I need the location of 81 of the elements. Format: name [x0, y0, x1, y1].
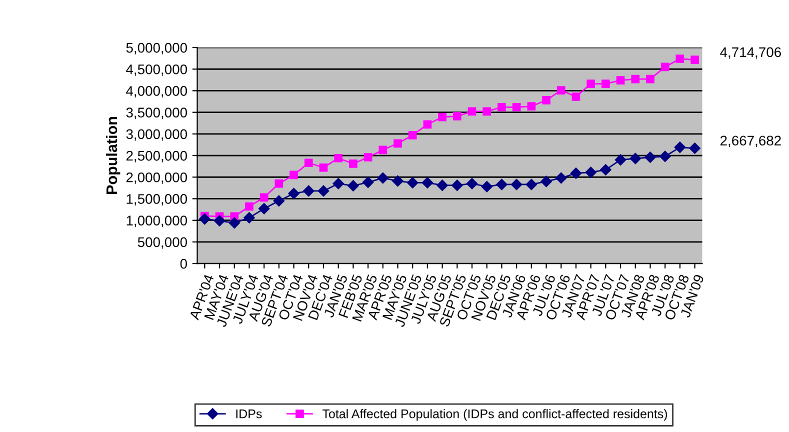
point	[468, 107, 476, 116]
point	[585, 166, 596, 178]
annotation: 2,667,682	[720, 136, 781, 148]
point	[644, 152, 656, 163]
point	[332, 178, 344, 190]
point	[258, 203, 270, 214]
point	[408, 131, 417, 140]
point	[334, 154, 343, 162]
point	[556, 172, 567, 184]
point	[570, 168, 582, 179]
point	[556, 86, 566, 94]
point	[304, 158, 313, 168]
point	[438, 112, 446, 122]
point	[631, 74, 640, 84]
point	[586, 80, 595, 88]
point	[199, 213, 210, 225]
point	[362, 176, 374, 188]
point	[273, 195, 285, 206]
y-tick-label: 3,000,000	[126, 129, 187, 141]
point	[498, 102, 506, 112]
point	[602, 80, 610, 88]
point	[228, 217, 240, 229]
y-tick-label: 4,500,000	[126, 64, 187, 76]
point	[512, 102, 521, 112]
y-tick-label: 1,500,000	[126, 194, 187, 206]
y-tick-label: 1,000,000	[126, 216, 187, 228]
point	[214, 215, 226, 226]
point	[689, 142, 700, 154]
y-tick-label: 2,000,000	[126, 172, 187, 184]
point	[377, 172, 389, 184]
point	[244, 212, 255, 224]
point	[260, 193, 268, 202]
point	[527, 102, 536, 110]
point	[452, 180, 463, 191]
point	[510, 178, 522, 190]
point	[319, 163, 328, 172]
point	[349, 160, 358, 168]
y-tick-label: 4,000,000	[126, 86, 187, 98]
point	[423, 120, 432, 129]
point	[274, 179, 284, 188]
point	[646, 74, 654, 84]
point	[392, 175, 404, 187]
point	[659, 150, 671, 162]
y-tick-label: 2,500,000	[126, 150, 187, 162]
point	[245, 202, 254, 211]
point	[288, 188, 300, 200]
point	[630, 152, 641, 164]
point	[303, 185, 314, 197]
point	[466, 178, 478, 190]
point	[406, 177, 418, 188]
legend-label: Total Affected Population (IDPs and conflict-affected residents)	[322, 409, 668, 421]
y-tick-label: 0	[180, 258, 187, 269]
point	[364, 153, 372, 162]
point	[348, 180, 359, 192]
point	[660, 62, 670, 72]
y-axis-title: Population	[106, 117, 120, 194]
annotation: 4,714,706	[720, 47, 781, 59]
point	[616, 76, 625, 85]
y-tick-label: 5,000,000	[126, 42, 187, 54]
point	[600, 164, 612, 176]
y-tick-label: 500,000	[138, 237, 187, 249]
point	[496, 178, 508, 190]
y-tick-label: 3,500,000	[126, 108, 187, 120]
point	[318, 185, 330, 197]
point	[676, 54, 684, 63]
point	[452, 112, 462, 120]
point	[394, 139, 402, 148]
point	[690, 56, 699, 64]
legend-label: IDPs	[236, 410, 262, 418]
point	[290, 170, 298, 180]
point	[542, 96, 550, 104]
point	[436, 180, 448, 191]
point	[526, 178, 538, 190]
point	[674, 142, 686, 153]
point	[378, 146, 388, 154]
point	[540, 176, 552, 188]
point	[481, 181, 492, 192]
point	[422, 177, 434, 188]
point	[482, 107, 492, 116]
point	[572, 92, 580, 101]
point	[614, 154, 626, 166]
